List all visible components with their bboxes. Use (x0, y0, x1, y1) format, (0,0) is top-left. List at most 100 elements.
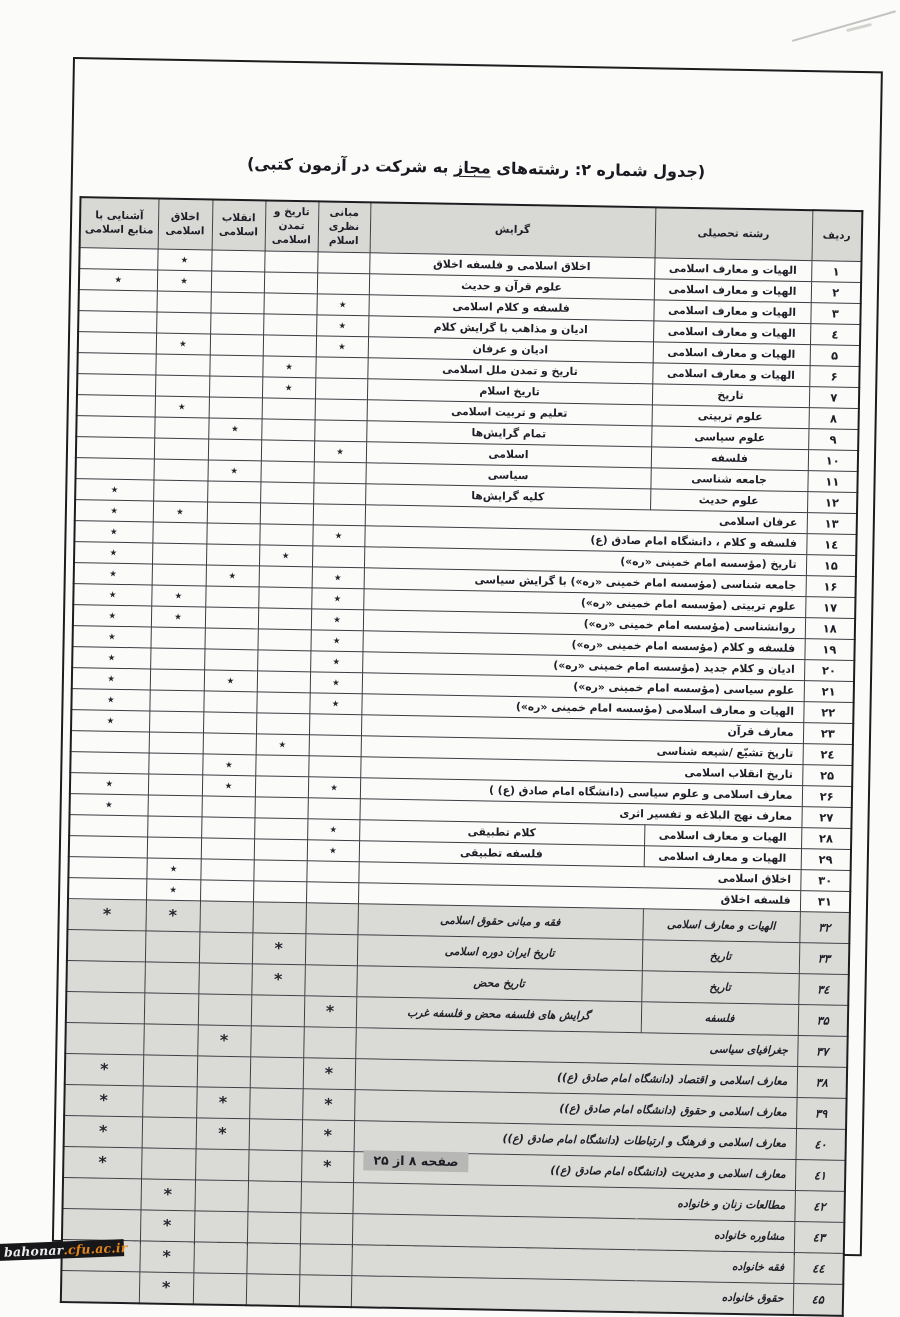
exam-mark-akhlaq: ٭ (152, 500, 208, 523)
exam-mark-tarikh (248, 1118, 303, 1151)
exam-mark-enqelab: * (196, 1086, 250, 1119)
exam-mark-akhlaq: ٭ (146, 878, 201, 901)
exam-mark-akhlaq: * (138, 1271, 194, 1304)
exam-mark-mabani (317, 251, 370, 274)
row-number-cell: ۱۸ (804, 617, 856, 640)
exam-mark-mabani (299, 1243, 352, 1276)
allowed-fields-table: ردیف رشته تحصیلی گرایش مبانی نظری اسلام … (59, 196, 864, 1317)
exam-mark-akhlaq: * (139, 1240, 194, 1273)
row-number-cell: ۲۸ (801, 827, 852, 849)
exam-mark-akhlaq (149, 710, 204, 733)
exam-mark-tarikh (259, 502, 314, 525)
exam-mark-mabani: ٭ (311, 587, 364, 610)
exam-mark-manabe (61, 1208, 141, 1241)
exam-mark-akhlaq (144, 961, 199, 994)
exam-mark-manabe: ٭ (78, 268, 158, 291)
exam-mark-tarikh (264, 250, 318, 273)
row-number-cell: ۳۰ (800, 869, 851, 891)
row-number-cell: ۲۰ (804, 659, 855, 682)
exam-mark-mabani (311, 545, 365, 568)
exam-mark-manabe: ٭ (75, 478, 154, 501)
exam-mark-mabani: ٭ (307, 818, 360, 841)
exam-mark-mabani (299, 1212, 353, 1245)
exam-mark-tarikh (261, 397, 315, 420)
exam-mark-mabani (312, 503, 366, 526)
exam-mark-mabani (304, 964, 357, 997)
exam-mark-manabe: * (63, 1146, 142, 1179)
exam-mark-mabani: * (301, 1150, 354, 1183)
exam-mark-enqelab (210, 291, 264, 314)
exam-mark-akhlaq (141, 1116, 197, 1149)
exam-mark-enqelab (201, 816, 255, 839)
exam-mark-mabani (313, 461, 366, 484)
field-cell: الهیات و معارف اسلامی (643, 845, 802, 870)
exam-mark-enqelab: ٭ (202, 753, 256, 776)
exam-mark-mabani: ٭ (310, 608, 364, 631)
exam-mark-akhlaq: ٭ (150, 605, 206, 628)
exam-mark-enqelab (197, 993, 252, 1026)
exam-mark-mabani (314, 377, 368, 400)
field-cell: الهیات و معارف اسلامی (652, 362, 810, 387)
exam-mark-akhlaq (150, 626, 205, 649)
exam-mark-akhlaq (146, 836, 202, 859)
exam-mark-akhlaq (142, 1054, 198, 1087)
exam-mark-mabani: ٭ (310, 629, 363, 652)
exam-mark-manabe: ٭ (73, 562, 152, 585)
exam-mark-akhlaq (143, 992, 199, 1025)
row-number-cell: ۱ (811, 260, 862, 283)
exam-mark-manabe: * (63, 1115, 143, 1148)
exam-mark-enqelab (209, 333, 264, 356)
exam-mark-akhlaq (149, 689, 204, 712)
exam-mark-manabe: ٭ (72, 646, 151, 669)
exam-mark-enqelab: * (195, 1117, 250, 1150)
row-number-cell: ۱۱ (807, 470, 858, 493)
exam-mark-tarikh (246, 1242, 300, 1275)
page-title: (جدول شماره ۲: رشته‌های مجاز به شرکت در … (73, 151, 879, 184)
row-number-cell: ۳۹ (796, 1097, 847, 1129)
exam-mark-mabani: ٭ (316, 314, 369, 337)
exam-mark-mabani: * (302, 1088, 355, 1121)
column-header-manabe: آشنایی با منابع اسلامی (79, 197, 159, 249)
exam-mark-manabe: ٭ (73, 583, 152, 606)
exam-mark-tarikh (254, 796, 308, 819)
exam-mark-mabani (313, 482, 366, 505)
exam-mark-enqelab (204, 606, 259, 629)
exam-mark-akhlaq (144, 930, 200, 963)
exam-mark-akhlaq (147, 794, 202, 817)
field-cell: تاریخ (641, 970, 799, 1005)
row-number-cell: ۷ (808, 386, 860, 409)
column-header-radif: ردیف (811, 210, 863, 262)
exam-mark-tarikh (249, 1056, 304, 1089)
field-cell: الهیات و معارف اسلامی (653, 299, 811, 324)
row-number-cell: ۲۷ (801, 806, 852, 828)
exam-mark-akhlaq: ٭ (155, 332, 211, 355)
exam-mark-enqelab (199, 900, 253, 933)
exam-mark-tarikh (260, 460, 314, 483)
exam-mark-mabani (305, 902, 358, 935)
exam-mark-enqelab (209, 354, 263, 377)
exam-mark-tarikh (258, 565, 312, 588)
exam-mark-tarikh (260, 481, 314, 504)
row-number-cell: ۱۹ (804, 638, 855, 661)
exam-mark-manabe (66, 929, 146, 962)
exam-mark-mabani: ٭ (316, 293, 369, 316)
row-number-cell: ٤۲ (794, 1190, 845, 1222)
exam-mark-akhlaq (149, 668, 205, 691)
exam-mark-tarikh (253, 838, 308, 861)
row-number-cell: ٤٤ (793, 1252, 844, 1284)
row-number-cell: ۳۷ (797, 1035, 848, 1067)
exam-mark-tarikh (263, 271, 318, 294)
exam-mark-akhlaq (150, 647, 205, 670)
exam-mark-mabani: * (303, 995, 357, 1028)
exam-mark-tarikh (249, 1087, 303, 1120)
exam-mark-akhlaq (151, 563, 206, 586)
exam-mark-manabe: * (64, 1053, 144, 1086)
exam-mark-mabani: * (301, 1119, 355, 1152)
column-header-enqelab: انقلاب اسلامی (211, 199, 266, 251)
exam-mark-manabe (66, 960, 145, 993)
exam-mark-mabani (308, 713, 362, 736)
exam-mark-mabani: * (302, 1057, 356, 1090)
exam-mark-enqelab: ٭ (208, 417, 262, 440)
exam-mark-enqelab (210, 312, 264, 335)
title-text-post: به شرکت در آزمون کتبی) (246, 154, 455, 177)
